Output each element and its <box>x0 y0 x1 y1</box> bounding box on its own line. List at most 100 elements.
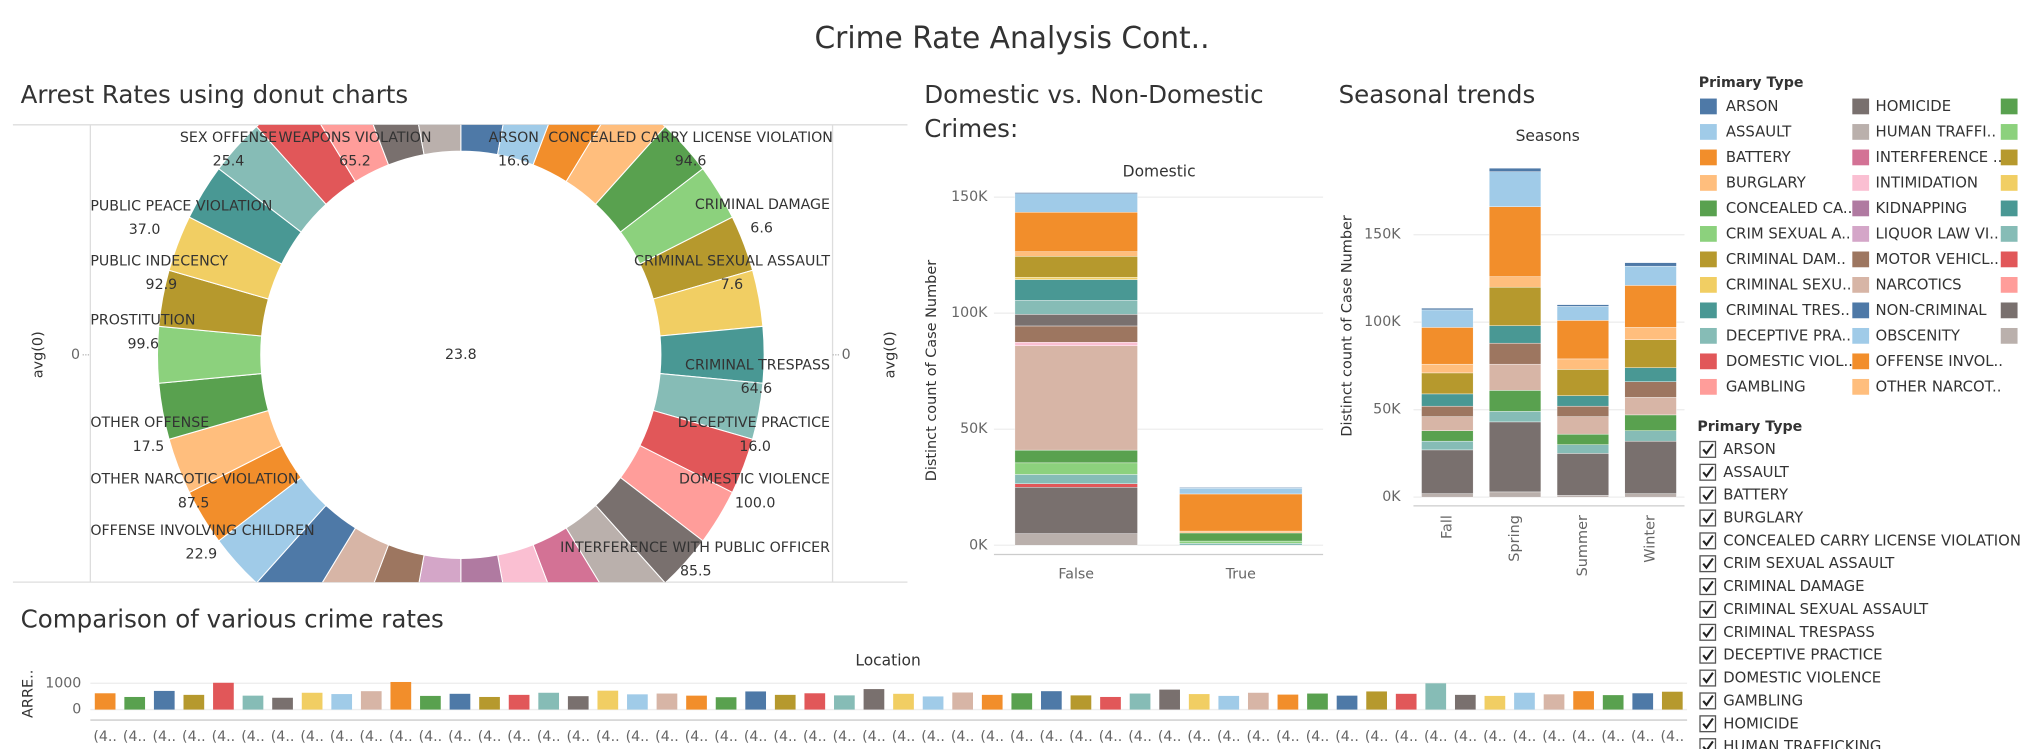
bar-segment <box>1014 300 1138 315</box>
checkbox[interactable] <box>1699 440 1717 458</box>
checkbox[interactable] <box>1699 600 1717 618</box>
y-tick-label: 150K <box>1364 227 1401 243</box>
filter-label: HUMAN TRAFFICKING <box>1723 737 1881 749</box>
checkbox[interactable] <box>1699 555 1717 573</box>
x-tick-label: (4.. <box>1572 729 1596 745</box>
checkbox[interactable] <box>1699 463 1717 481</box>
bar-segment <box>1014 487 1138 534</box>
filter-option[interactable]: DECEPTIVE PRACTICE <box>1699 646 1882 664</box>
bar-segment <box>1624 493 1677 498</box>
filter-option[interactable]: GAMBLING <box>1699 691 1803 710</box>
legend-label: LIQUOR LAW VI.. <box>1876 224 1999 242</box>
legend-swatch <box>1700 276 1717 293</box>
legend-swatch <box>1700 124 1717 140</box>
checkbox[interactable] <box>1699 669 1717 687</box>
x-tick-label: (4.. <box>448 729 472 745</box>
checkbox[interactable] <box>1699 646 1717 664</box>
checkmark <box>1702 443 1714 456</box>
bar-segment <box>1014 462 1138 475</box>
checkbox[interactable] <box>1699 578 1717 596</box>
x-tick-label: (4.. <box>596 729 620 745</box>
legend-swatch <box>1700 200 1717 217</box>
legend-swatch <box>1700 327 1717 344</box>
filter-label: CRIMINAL DAMAGE <box>1723 577 1864 595</box>
legend-label: INTERFERENCE .. <box>1876 148 2003 166</box>
checkbox[interactable] <box>1699 623 1717 641</box>
legend-label: INTIMIDATION <box>1876 173 1978 191</box>
legend-swatch <box>2000 124 2018 140</box>
bar <box>1277 694 1299 710</box>
checkmark <box>1702 466 1714 478</box>
checkmark <box>1702 626 1714 638</box>
x-tick-label: (4.. <box>1276 729 1300 745</box>
bar-segment <box>1179 487 1303 495</box>
x-tick-label: (4.. <box>803 729 827 745</box>
checkbox[interactable] <box>1699 509 1717 527</box>
filter-option[interactable]: CRIMINAL DAMAGE <box>1699 577 1865 596</box>
checkmark <box>1702 695 1714 707</box>
x-tick-label: Winter <box>1643 515 1659 563</box>
x-tick-label: (4.. <box>773 729 797 745</box>
x-header: Seasons <box>1516 127 1580 145</box>
x-tick-label: (4.. <box>212 729 236 745</box>
filter-option[interactable]: CRIMINAL TRESPASS <box>1699 623 1875 641</box>
checkbox[interactable] <box>1699 738 1717 749</box>
filter-option[interactable]: BATTERY <box>1699 486 1789 504</box>
bar-segment <box>1014 212 1138 252</box>
x-tick-label: (4.. <box>241 729 265 745</box>
bar <box>745 691 767 710</box>
bar-segment <box>1624 367 1677 382</box>
donut-slice <box>418 124 462 156</box>
filter-label: GAMBLING <box>1723 691 1803 709</box>
bar <box>1454 694 1476 710</box>
x-tick-label: (4.. <box>537 729 561 745</box>
x-tick-label: (4.. <box>1483 729 1507 745</box>
bar <box>272 697 293 710</box>
x-tick-label: (4.. <box>921 729 945 745</box>
checkmark <box>1702 672 1714 684</box>
y-tick-label: 150K <box>951 189 988 205</box>
filter-option[interactable]: CRIM SEXUAL ASSAULT <box>1699 554 1895 573</box>
legend-swatch <box>2000 226 2018 242</box>
filter-option[interactable]: CRIMINAL SEXUAL ASSAULT <box>1699 600 1929 618</box>
legend-label: HUMAN TRAFFI.. <box>1876 122 1997 140</box>
filter-label: DOMESTIC VIOLENCE <box>1723 668 1881 686</box>
filter-option[interactable]: ARSON <box>1699 440 1776 458</box>
bar <box>715 697 737 710</box>
y-tick-label: 0 <box>71 347 80 363</box>
bar <box>1041 691 1062 710</box>
bar-segment <box>1624 327 1677 340</box>
checkmark <box>1702 489 1714 501</box>
x-tick-label: (4.. <box>93 729 117 745</box>
filter-option[interactable]: ASSAULT <box>1699 463 1790 481</box>
filter-option[interactable]: HUMAN TRAFFICKING <box>1699 737 1881 749</box>
slice-label: PUBLIC PEACE VIOLATION <box>90 198 272 214</box>
filter-option[interactable]: DOMESTIC VIOLENCE <box>1699 668 1881 687</box>
x-tick-label: (4.. <box>359 729 383 745</box>
slice-label: CRIMINAL TRESPASS <box>685 357 830 373</box>
x-tick-label: (4.. <box>862 729 886 745</box>
legend-label: DECEPTIVE PRA.. <box>1726 326 1851 344</box>
filter-option[interactable]: HOMICIDE <box>1699 714 1799 733</box>
bar <box>183 694 205 710</box>
filter-option[interactable]: CONCEALED CARRY LICENSE VIOLATION <box>1699 531 2021 550</box>
slice-label: DOMESTIC VIOLENCE <box>679 472 830 488</box>
x-tick-label: (4.. <box>1158 729 1182 745</box>
legend-swatch <box>2000 327 2018 344</box>
bar-segment <box>1014 193 1138 213</box>
bar-segment <box>1014 256 1138 278</box>
checkbox[interactable] <box>1699 715 1717 733</box>
bar-segment <box>1179 543 1303 546</box>
checkbox[interactable] <box>1699 486 1717 504</box>
bar-segment <box>1014 342 1138 346</box>
checkmark <box>1702 603 1714 616</box>
slice-label: PROSTITUTION <box>90 313 195 329</box>
x-tick-label: (4.. <box>744 729 768 745</box>
filter-option[interactable]: BURGLARY <box>1699 508 1804 527</box>
legend-swatch <box>1852 124 1870 140</box>
checkbox[interactable] <box>1699 692 1717 710</box>
slice-label: ARSON <box>489 130 539 146</box>
checkbox[interactable] <box>1699 532 1717 550</box>
x-tick-label: (4.. <box>1601 729 1625 745</box>
